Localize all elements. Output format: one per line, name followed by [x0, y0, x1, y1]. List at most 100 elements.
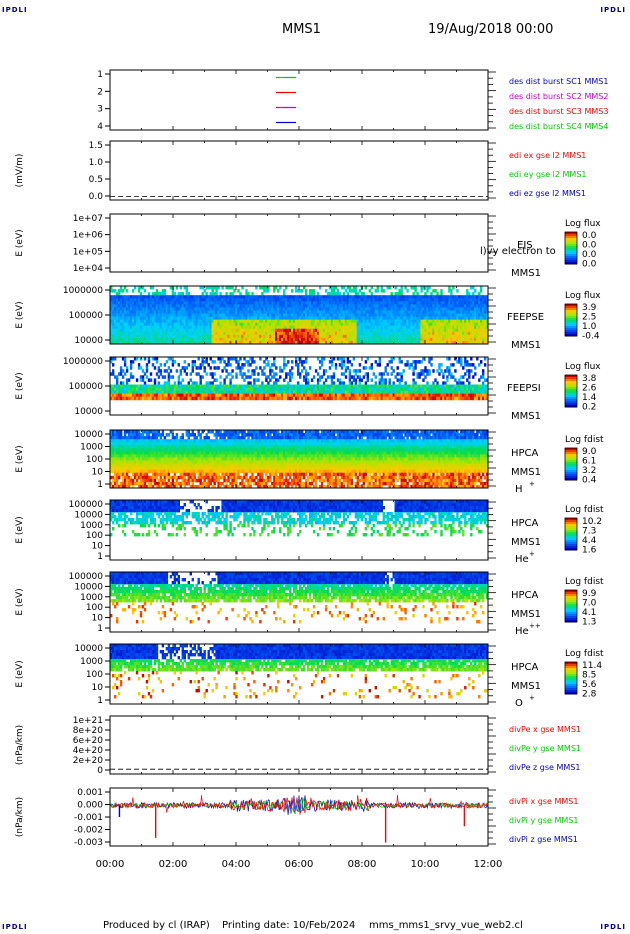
ytick-label: 10	[92, 468, 104, 478]
ytick-label: 1000	[80, 443, 103, 453]
ytick-label: 10000	[74, 407, 103, 417]
ytick-label: 0.000	[77, 801, 103, 811]
side-label-spacecraft: MMS1	[511, 609, 541, 620]
colorbar-tick: 4.1	[582, 608, 596, 618]
ytick-label: 2	[97, 87, 103, 97]
colorbar	[564, 231, 578, 265]
legend-entry: edi ey gse l2 MMS1	[509, 170, 587, 179]
side-label-species: O	[515, 698, 523, 709]
side-label-spacecraft: MMS1	[511, 681, 541, 692]
legend-entry: divPe z gse MMS1	[509, 763, 580, 772]
panel-frame	[109, 140, 489, 201]
x-tick-label: 10:00	[411, 859, 440, 870]
footer-printing: Printing date: 10/Feb/2024	[222, 920, 356, 931]
colorbar-tick: 1.3	[582, 618, 596, 628]
colorbar	[564, 447, 578, 481]
ytick-label: 10000	[74, 336, 103, 346]
colorbar-tick: 0.0	[582, 250, 597, 260]
colorbar	[564, 303, 578, 337]
ytick-label: 10000	[74, 644, 103, 654]
ytick-label: 1e+05	[73, 247, 103, 257]
colorbar-tick: 1.0	[582, 322, 597, 332]
y-axis-label: (nPa/km)	[15, 725, 25, 765]
colorbar-title: Log fdist	[565, 505, 604, 515]
ytick-label: 1	[97, 624, 103, 634]
colorbar-title: Log flux	[565, 219, 601, 229]
side-label-spacecraft: MMS1	[511, 411, 541, 422]
x-tick-label: 08:00	[348, 859, 377, 870]
ytick-label: 0.0	[89, 192, 104, 202]
y-axis-label: E (eV)	[15, 301, 25, 328]
panel-divpi: 0.001 0.000 -0.001 -0.002 -0.003 (nPa/km) divP…	[15, 787, 578, 848]
ytick-label: 0	[97, 766, 103, 776]
colorbar-tick: 2.6	[582, 384, 597, 394]
legend-entry: des dist burst SC1 MMS1	[509, 77, 608, 86]
ytick-label: 100000	[69, 382, 104, 392]
colorbar-title: Log fdist	[565, 577, 604, 587]
legend-entry: divPi y gse MMS1	[509, 816, 578, 825]
legend-entry: edi ez gse l2 MMS1	[509, 189, 586, 198]
legend-entry: edi ex gse l2 MMS1	[509, 151, 586, 160]
ytick-label: 100	[86, 531, 103, 541]
legend-entry: divPe x gse MMS1	[509, 725, 581, 734]
side-label-spacecraft: MMS1	[511, 537, 541, 548]
colorbar-tick: 3.2	[582, 466, 596, 476]
panel-frame	[109, 69, 489, 131]
side-label-spacecraft: MMS1	[511, 467, 541, 478]
side-label-instrument: FEEPSI	[507, 383, 541, 394]
ytick-label: -0.002	[74, 826, 103, 836]
side-label-species: He	[515, 554, 529, 565]
side-label-instrument: HPCA	[511, 590, 539, 601]
legend-entry: des dist burst SC4 MMS4	[509, 122, 608, 131]
ytick-label: 1	[97, 552, 103, 562]
side-label-species: He	[515, 626, 529, 637]
colorbar	[564, 374, 578, 408]
side-label-instrument: FEEPSE	[507, 312, 544, 323]
colorbar-tick: 6.1	[582, 457, 596, 467]
corner-label-br: IPDLI	[600, 923, 626, 931]
ytick-label: 6e+20	[73, 736, 104, 746]
colorbar-tick: 0.4	[582, 476, 597, 486]
y-axis-label: E (eV)	[15, 445, 25, 472]
overlay-text: l)vy electron to	[480, 246, 556, 257]
legend-entry: divPe y gse MMS1	[509, 744, 581, 753]
divpi-series-1	[109, 797, 489, 813]
ytick-label: 10	[92, 614, 104, 624]
x-tick-label: 02:00	[159, 859, 188, 870]
x-tick-label: 04:00	[222, 859, 251, 870]
side-label-instrument: EIS	[517, 240, 533, 251]
colorbar-tick: 10.2	[582, 517, 602, 527]
legend-entry: des dist burst SC2 MMS2	[509, 92, 608, 101]
ytick-label: -0.001	[74, 813, 103, 823]
ytick-label: 1e+07	[73, 214, 103, 224]
ytick-label: 100000	[69, 572, 104, 582]
colorbar-tick: 9.9	[582, 589, 597, 599]
legend-entry: divPi x gse MMS1	[509, 797, 578, 806]
corner-label-tr: IPDLI	[600, 6, 626, 14]
corner-label-tl: IPDLI	[2, 6, 28, 14]
x-tick-label: 12:00	[474, 859, 503, 870]
y-axis-label: E (eV)	[15, 516, 25, 543]
corner-label-bl: IPDLI	[2, 923, 28, 931]
ytick-label: 1.0	[89, 158, 104, 168]
colorbar-title: Log fdist	[565, 435, 604, 445]
footer-file: mms_mms1_srvy_vue_web2.cl	[369, 920, 523, 931]
panel-edi: 1.5 1.0 0.5 0.0 (mV/m) edi ex gse l2 MMS1 edi …	[15, 140, 587, 202]
ytick-label: 3	[97, 105, 103, 115]
ytick-label: 100	[86, 670, 103, 680]
ytick-label: 100000	[69, 500, 104, 510]
panel-feepsi: 1000000 100000 10000 E (eV) Log flux 3.82.61.…	[15, 356, 601, 422]
y-axis-label: E (eV)	[15, 588, 25, 615]
ytick-label: 10	[92, 683, 104, 693]
ytick-label: 1	[97, 70, 103, 80]
ytick-label: 100	[86, 455, 103, 465]
y-axis-label: (mV/m)	[15, 154, 25, 188]
ytick-label: 4	[97, 122, 103, 132]
x-tick-label: 00:00	[96, 859, 125, 870]
colorbar-tick: 7.0	[582, 599, 597, 609]
side-label-charge: +	[529, 550, 535, 558]
